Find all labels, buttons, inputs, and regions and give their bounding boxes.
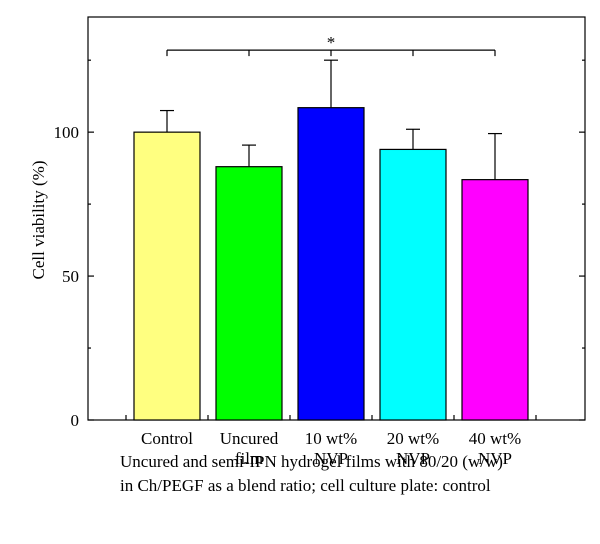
bar-1 [133,131,201,421]
bar-5 [461,179,529,421]
x-axis-label: Uncured and semi-IPN hydrogel films with… [120,452,503,495]
bar-2 [215,166,283,421]
x-tick-label-1: Control [141,429,193,448]
x-tick-label-5: 40 wt% NVP [469,429,521,468]
y-tick-label-50: 50 [62,267,79,286]
y-tick-label-0: 0 [71,411,80,430]
bar-3 [297,107,365,421]
x-tick-label-3: 10 wt% NVP [305,429,357,468]
x-tick-label-4: 20 wt% NVP [387,429,439,468]
y-tick-label-100: 100 [54,123,80,142]
x-tick-label-2: Uncured film [220,429,279,468]
bar-4 [379,148,447,421]
y-axis-label: Cell viability (%) [29,161,48,280]
significance-label: * [327,33,336,52]
